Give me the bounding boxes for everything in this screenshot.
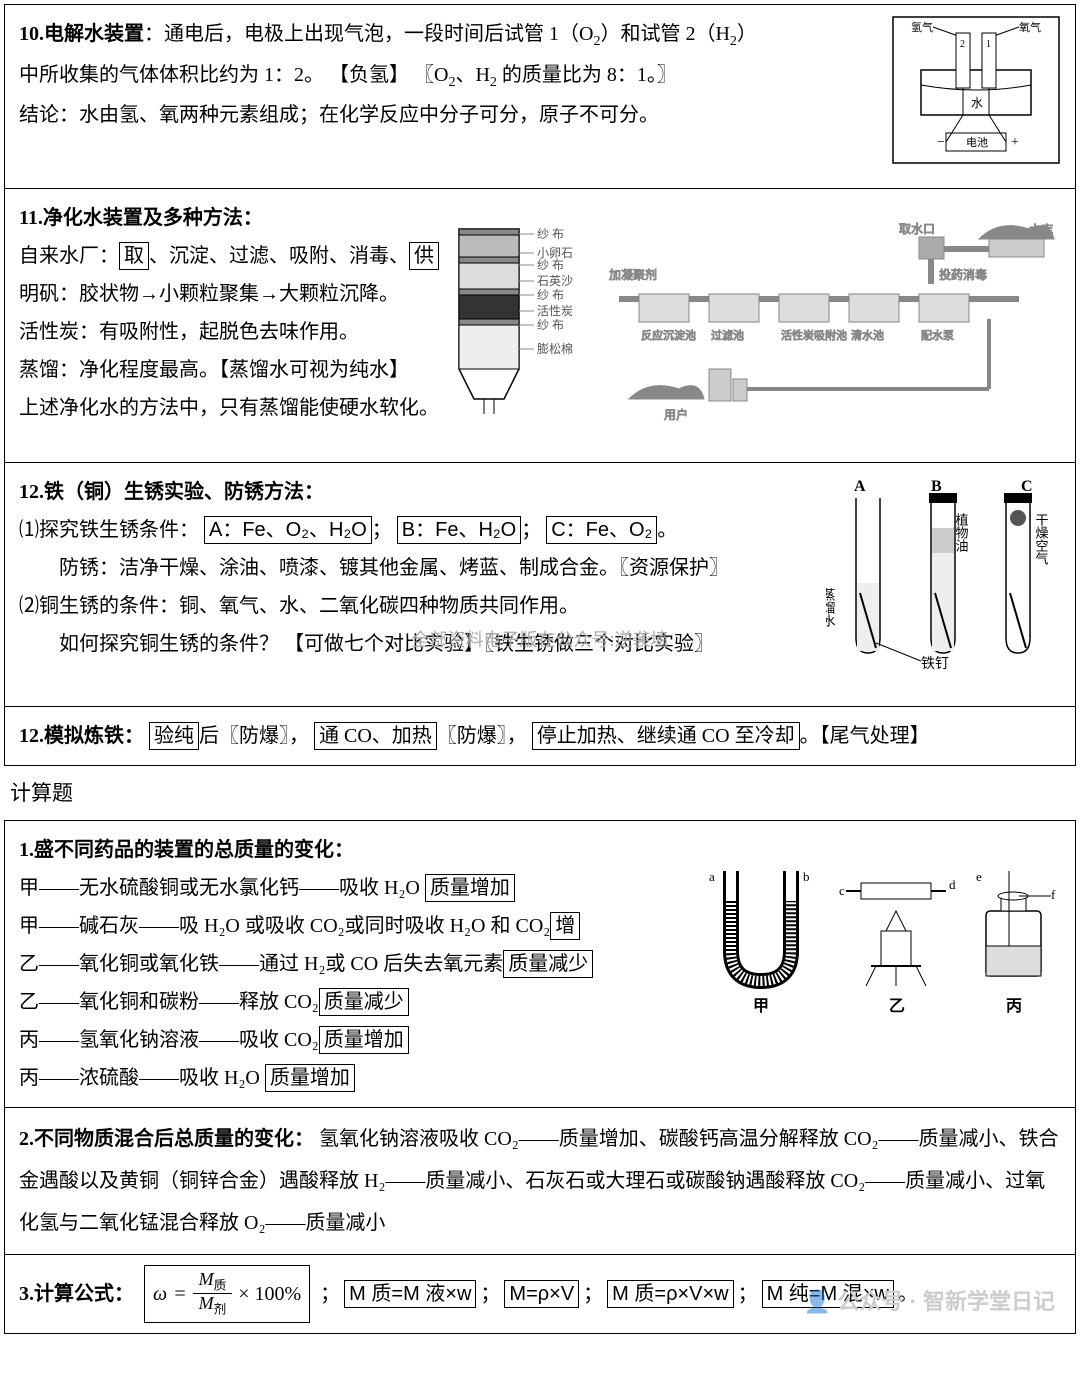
apparatus-svg: a b 甲 c d 乙: [701, 831, 1061, 1031]
svg-text:f: f: [1051, 887, 1056, 902]
svg-text:加凝聚剂: 加凝聚剂: [609, 267, 657, 282]
svg-text:配水泵: 配水泵: [921, 329, 954, 342]
s12b-line: 12.模拟炼铁： 验纯后〖防爆〗， 通 CO、加热〖防爆〗， 停止加热、继续通 …: [19, 717, 1061, 755]
section-10: 10.电解水装置：通电后，电极上出现气泡，一段时间后试管 1（O2）和试管 2（…: [4, 4, 1076, 189]
section-12: 12.铁（铜）生锈实验、防锈方法： ⑴探究铁生锈条件： A：Fe、O₂、H₂O；…: [4, 463, 1076, 707]
svg-text:氧气: 氧气: [1019, 20, 1041, 34]
svg-text:纱 布: 纱 布: [537, 288, 564, 302]
svg-text:用户: 用户: [664, 407, 688, 422]
calc-3: 3.计算公式： ω = M质 M剂 × 100% ； M 质=M 液×w ； M…: [4, 1255, 1076, 1334]
svg-text:B: B: [931, 478, 942, 495]
formula-2: M 质=M 液×w: [344, 1280, 476, 1308]
footer-watermark: 👤 公众号 · 智新学堂日记: [804, 1281, 1055, 1323]
calc-1: 1.盛不同药品的装置的总质量的变化： 甲——无水硫酸铜或无水氯化钙——吸收 H₂…: [4, 820, 1076, 1108]
apparatus-figure: a b 甲 c d 乙: [701, 831, 1061, 1097]
formula-3: M=ρ×V: [504, 1280, 579, 1308]
c1-title: 1.盛不同药品的装置的总质量的变化：: [19, 831, 691, 869]
formula-4: M 质=ρ×V×w: [607, 1280, 733, 1308]
rust-figure: A B C 蒸馏水 植物油 干燥空气 铁钉: [826, 473, 1061, 696]
calc-2: 2.不同物质混合后总质量的变化： 氢氧化钠溶液吸收 CO₂——质量增加、碳酸钙高…: [4, 1108, 1076, 1255]
section-12b: 12.模拟炼铁： 验纯后〖防爆〗， 通 CO、加热〖防爆〗， 停止加热、继续通 …: [4, 707, 1076, 766]
svg-text:干燥空气: 干燥空气: [1034, 513, 1049, 565]
s12-title: 12.铁（铜）生锈实验、防锈方法：: [19, 473, 816, 511]
electrolysis-svg: 氢气 氧气 水 2 1 电池 − +: [891, 15, 1061, 165]
svg-text:纱 布: 纱 布: [537, 318, 564, 332]
section-10-text: 10.电解水装置：通电后，电极上出现气泡，一段时间后试管 1（O2）和试管 2（…: [19, 15, 881, 178]
svg-text:活性炭吸附池: 活性炭吸附池: [781, 328, 847, 342]
s12-p3: ⑵铜生锈的条件：铜、氧气、水、二氧化碳四种物质共同作用。: [19, 587, 816, 625]
svg-text:A: A: [854, 478, 866, 495]
svg-text:投药消毒: 投药消毒: [939, 267, 987, 282]
svg-text:蒸馏水: 蒸馏水: [826, 588, 836, 627]
section-11-text: 11.净化水装置及多种方法： 自来水厂：取、沉淀、过滤、吸附、消毒、供 明矾：胶…: [19, 199, 439, 452]
svg-text:+: +: [1011, 135, 1019, 150]
svg-text:活性炭: 活性炭: [537, 304, 573, 318]
svg-text:膨松棉: 膨松棉: [537, 342, 573, 356]
svg-text:c: c: [839, 883, 845, 898]
rust-svg: A B C 蒸馏水 植物油 干燥空气 铁钉: [826, 473, 1061, 683]
purification-svg: 纱 布小卵石纱 布石英沙纱 布活性炭纱 布膨松棉 水库 取水口 投药消毒 加凝聚…: [449, 199, 1059, 439]
section-11: 11.净化水装置及多种方法： 自来水厂：取、沉淀、过滤、吸附、消毒、供 明矾：胶…: [4, 189, 1076, 463]
svg-text:水库: 水库: [1029, 222, 1053, 237]
watermark-inline: 全部资料电子版在公众号:逆袭墙: [412, 623, 669, 657]
svg-text:清水池: 清水池: [851, 329, 884, 342]
calc-1-text: 1.盛不同药品的装置的总质量的变化： 甲——无水硫酸铜或无水氯化钙——吸收 H₂…: [19, 831, 691, 1097]
svg-text:纱 布: 纱 布: [537, 227, 564, 241]
svg-text:e: e: [976, 869, 982, 884]
svg-text:−: −: [937, 135, 945, 150]
svg-text:水: 水: [971, 96, 983, 110]
s10-line3: 结论：水由氢、氧两种元素组成；在化学反应中分子可分，原子不可分。: [19, 96, 881, 134]
s11-l3: 活性炭：有吸附性，起脱色去味作用。: [19, 313, 439, 351]
svg-text:C: C: [1021, 478, 1033, 495]
s12-p1: ⑴探究铁生锈条件： A：Fe、O₂、H₂O； B：Fe、H₂O； C：Fe、O₂…: [19, 511, 816, 549]
svg-text:b: b: [803, 869, 810, 884]
svg-text:氢气: 氢气: [911, 20, 933, 34]
section-12-text: 12.铁（铜）生锈实验、防锈方法： ⑴探究铁生锈条件： A：Fe、O₂、H₂O；…: [19, 473, 816, 696]
calc-heading: 计算题: [10, 774, 1076, 814]
svg-text:纱 布: 纱 布: [537, 258, 564, 272]
svg-text:过滤池: 过滤池: [711, 329, 744, 342]
svg-text:a: a: [709, 869, 715, 884]
calc-2-text: 2.不同物质混合后总质量的变化： 氢氧化钠溶液吸收 CO₂——质量增加、碳酸钙高…: [19, 1118, 1061, 1244]
section-12b-text: 12.模拟炼铁： 验纯后〖防爆〗， 通 CO、加热〖防爆〗， 停止加热、继续通 …: [19, 717, 1061, 755]
purification-figure: 纱 布小卵石纱 布石英沙纱 布活性炭纱 布膨松棉 水库 取水口 投药消毒 加凝聚…: [449, 199, 1061, 452]
svg-text:乙: 乙: [889, 998, 905, 1015]
s11-l4: 蒸馏：净化程度最高。【蒸馏水可视为纯水】: [19, 351, 439, 389]
svg-text:植物油: 植物油: [954, 513, 969, 552]
s11-title: 11.净化水装置及多种方法：: [19, 199, 439, 237]
svg-text:电池: 电池: [966, 136, 988, 149]
formula-omega: ω = M质 M剂 × 100%: [144, 1265, 310, 1323]
s10-title: 10.电解水装置: [19, 23, 144, 45]
svg-text:取水口: 取水口: [899, 222, 935, 236]
s10-line2: 中所收集的气体体积比约为 1：2。 【负氢】 〖O2、H2 的质量比为 8：1。…: [19, 56, 881, 97]
svg-text:石英沙: 石英沙: [537, 274, 573, 288]
s12-p2: 防锈：洁净干燥、涂油、喷漆、镀其他金属、烤蓝、制成合金。〖资源保护〗: [19, 549, 816, 587]
svg-text:丙: 丙: [1006, 997, 1022, 1015]
s11-l1: 自来水厂：取、沉淀、过滤、吸附、消毒、供: [19, 237, 439, 275]
svg-text:反应沉淀池: 反应沉淀池: [641, 328, 696, 342]
svg-text:2: 2: [960, 39, 965, 50]
svg-text:d: d: [949, 877, 956, 892]
electrolysis-figure: 氢气 氧气 水 2 1 电池 − +: [891, 15, 1061, 178]
s10-line1: 10.电解水装置：通电后，电极上出现气泡，一段时间后试管 1（O2）和试管 2（…: [19, 15, 881, 56]
s11-l5: 上述净化水的方法中，只有蒸馏能使硬水软化。: [19, 389, 439, 427]
svg-text:铁钉: 铁钉: [921, 656, 949, 672]
svg-text:1: 1: [986, 39, 991, 50]
s11-l2: 明矾：胶状物→小颗粒聚集→大颗粒沉降。: [19, 275, 439, 313]
svg-text:甲: 甲: [753, 997, 769, 1015]
